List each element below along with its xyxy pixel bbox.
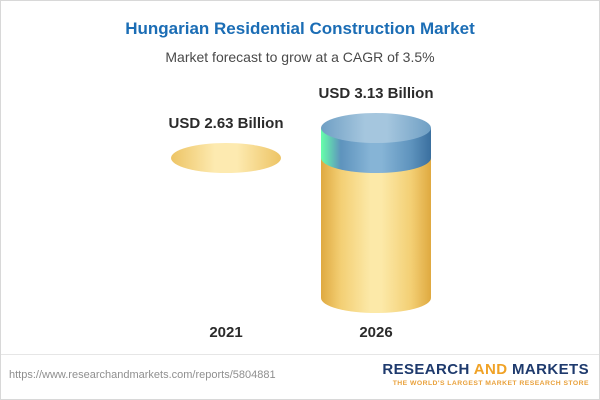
brand-research: RESEARCH xyxy=(382,361,470,378)
cylinder-body-2026 xyxy=(321,158,431,313)
chart-subtitle: Market forecast to grow at a CAGR of 3.5… xyxy=(165,49,435,65)
brand-tagline: THE WORLD'S LARGEST MARKET RESEARCH STOR… xyxy=(392,380,589,387)
cylinder-top-ellipse-2021 xyxy=(171,143,281,173)
value-label-2021: USD 2.63 Billion xyxy=(168,115,284,132)
chart-title: Hungarian Residential Construction Marke… xyxy=(125,19,475,38)
brand-and: AND xyxy=(473,361,508,378)
report-url: https://www.researchandmarkets.com/repor… xyxy=(9,369,276,381)
growth-cap-top-ellipse-2026 xyxy=(321,113,431,143)
value-label-2026: USD 3.13 Billion xyxy=(318,85,434,102)
axis-label-2026: 2026 xyxy=(359,324,393,341)
footer: https://www.researchandmarkets.com/repor… xyxy=(1,354,599,399)
brand-markets: MARKETS xyxy=(512,361,589,378)
brand-logo: RESEARCH AND MARKETS THE WORLD'S LARGEST… xyxy=(382,361,589,387)
brand-name: RESEARCH AND MARKETS xyxy=(382,361,589,378)
chart-area: USD 2.63 Billion 2021 USD 3.13 Billion 2… xyxy=(1,81,599,357)
axis-label-2021: 2021 xyxy=(209,324,243,341)
bar-2021: USD 2.63 Billion xyxy=(168,115,284,313)
bar-2026: USD 3.13 Billion xyxy=(318,85,434,313)
